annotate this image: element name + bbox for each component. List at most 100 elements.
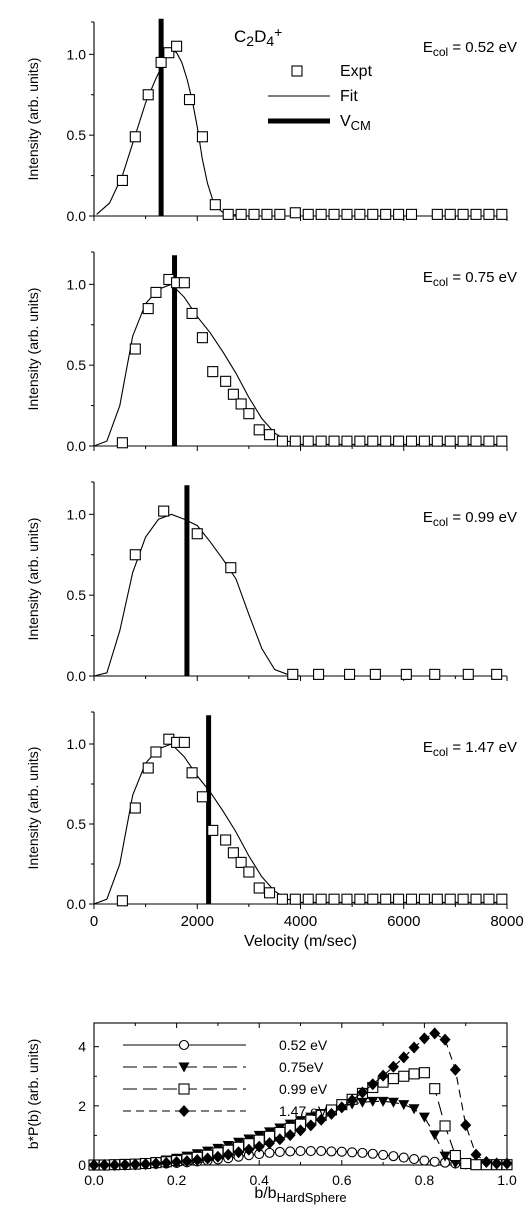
series-point	[398, 1051, 410, 1064]
expt-point	[328, 893, 340, 905]
expt-point	[263, 887, 276, 899]
expt-point	[302, 435, 314, 447]
expt-point	[367, 208, 379, 220]
expt-point	[343, 668, 356, 680]
series-point	[98, 1159, 110, 1171]
expt-point	[191, 528, 203, 540]
expt-point	[400, 668, 412, 680]
expt-point	[116, 437, 128, 449]
series-point	[253, 1140, 265, 1153]
series-point	[357, 1147, 368, 1158]
series-point	[367, 1078, 379, 1091]
x-tick-label: 2000	[181, 913, 214, 930]
series-point	[388, 1151, 399, 1162]
series-point	[243, 1143, 255, 1156]
expt-point	[367, 435, 379, 447]
expt-point	[418, 893, 430, 905]
y-tick-label: 1.0	[67, 506, 87, 522]
expt-point	[253, 424, 265, 436]
expt-point	[129, 549, 141, 561]
expt-point	[470, 893, 482, 905]
expt-point	[155, 56, 167, 68]
series-point	[316, 1146, 327, 1157]
series-point	[367, 1096, 379, 1107]
series-point	[491, 1157, 503, 1170]
series-point	[439, 1033, 451, 1046]
series-point	[109, 1159, 121, 1171]
expt-point	[341, 893, 353, 905]
series-point	[222, 1148, 234, 1161]
series-point	[284, 1129, 296, 1142]
expt-point	[163, 47, 175, 59]
legend-marker	[178, 1062, 190, 1073]
legend-marker	[178, 1083, 190, 1095]
legend-marker	[178, 1105, 190, 1117]
expt-point	[431, 893, 443, 905]
series-point	[150, 1157, 162, 1170]
y-tick-label: 0.0	[67, 438, 87, 454]
expt-point	[129, 343, 141, 355]
legend-label: 0.75eV	[279, 1059, 324, 1075]
series-point	[439, 1151, 451, 1162]
series-point	[378, 1149, 389, 1160]
expt-point	[341, 208, 353, 220]
series-point	[429, 1083, 441, 1095]
series-point	[418, 1032, 430, 1045]
velocity-panel-2: 0.0 0.5 1.0 Intensity (arb. units) Ecol = 0.…	[25, 251, 517, 454]
series-point	[336, 1101, 348, 1114]
expt-point	[491, 668, 503, 680]
series-point	[387, 1073, 399, 1085]
x-tick-label: 0.2	[167, 1172, 187, 1188]
expt-point	[315, 893, 327, 905]
expt-point	[227, 847, 239, 859]
series-point	[429, 1156, 440, 1167]
series-point	[367, 1148, 378, 1159]
expt-point	[186, 307, 198, 319]
series-point	[356, 1086, 368, 1099]
expt-point	[483, 208, 495, 220]
expt-point	[302, 208, 314, 220]
expt-point	[220, 375, 232, 387]
series-point	[449, 1149, 461, 1162]
expt-point	[248, 208, 260, 220]
series-point	[264, 1147, 275, 1158]
expt-point	[457, 435, 469, 447]
series-point	[470, 1159, 482, 1171]
series-point	[274, 1133, 286, 1146]
x-tick-label: 0.6	[332, 1172, 352, 1188]
series-point	[88, 1159, 100, 1171]
expt-point	[367, 893, 379, 905]
y-tick-label: 0.5	[67, 357, 87, 373]
expt-point	[496, 208, 508, 220]
expt-point	[418, 435, 430, 447]
velocity-panel-1: 0.0 0.5 1.0 Intensity (arb. units) Ecol = 0.…	[25, 18, 517, 224]
series-line	[94, 1032, 507, 1166]
expt-point	[444, 435, 456, 447]
x-tick-label: 8000	[490, 913, 523, 930]
x-tick-label: 1.0	[497, 1172, 517, 1188]
expt-point	[289, 435, 301, 447]
expt-point	[142, 303, 154, 315]
legend-marker	[178, 1039, 190, 1051]
expt-point	[116, 174, 128, 186]
series-point	[356, 1097, 368, 1108]
expt-point	[393, 208, 405, 220]
x-axis-label: b/bHardSphere	[254, 1185, 346, 1205]
expt-point	[142, 762, 154, 774]
fit-curve	[93, 283, 507, 447]
y-tick-label: 0.5	[67, 127, 87, 143]
series-point	[140, 1158, 152, 1171]
expt-point	[483, 435, 495, 447]
series-point	[398, 1070, 410, 1082]
expt-point	[276, 893, 288, 905]
expt-point	[289, 207, 301, 219]
series-point	[398, 1152, 409, 1163]
y-tick-label: 0.0	[67, 668, 87, 684]
y-tick-label: 1.0	[67, 736, 87, 752]
x-tick-label: 4000	[284, 913, 317, 930]
series-point	[233, 1146, 245, 1159]
expt-point	[444, 893, 456, 905]
expt-point	[380, 208, 392, 220]
expt-point	[313, 668, 325, 680]
ecol-annotation: Ecol = 0.99 eV	[423, 509, 517, 529]
